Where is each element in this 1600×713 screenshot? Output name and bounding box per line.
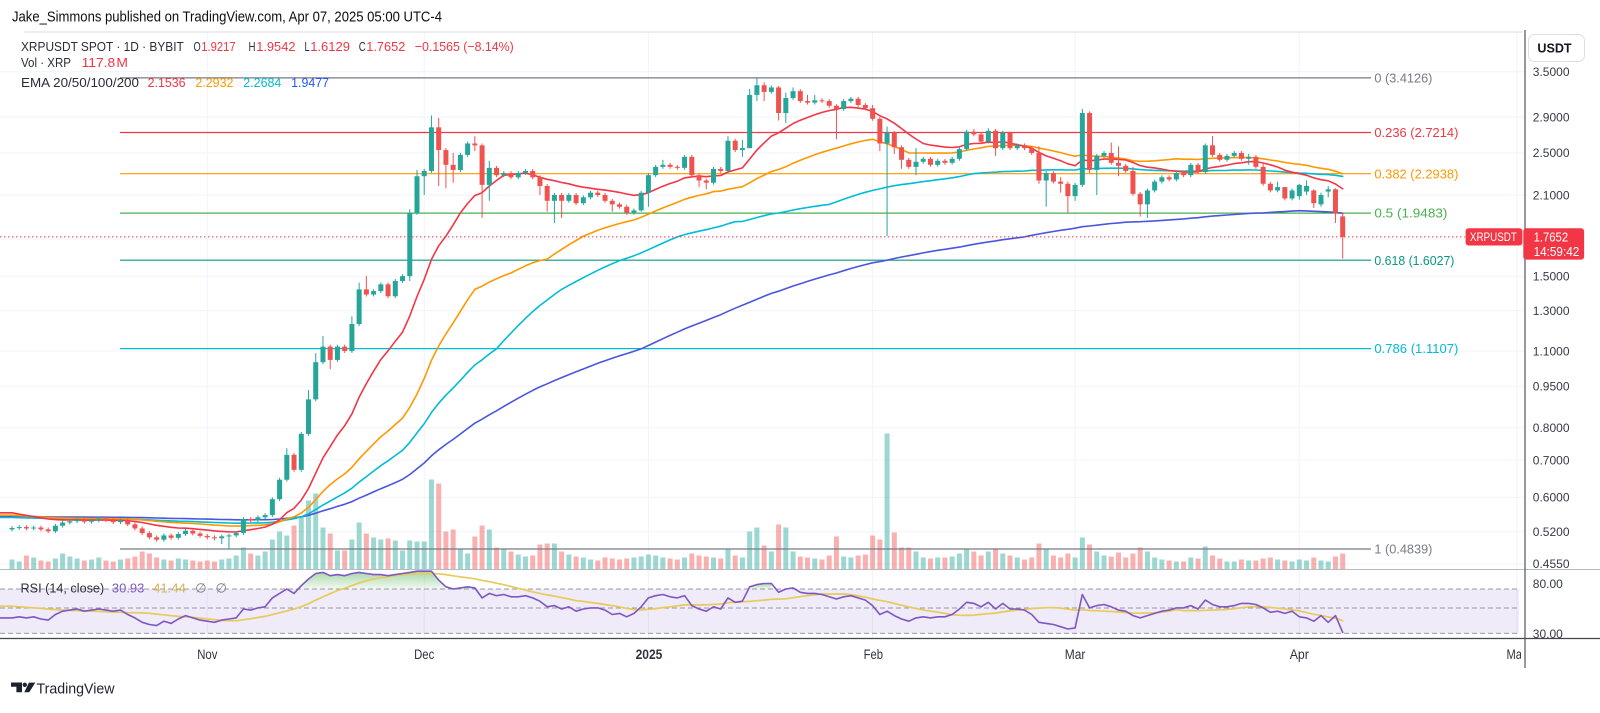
svg-text:Mar: Mar xyxy=(1065,647,1086,662)
svg-text:−0.1565 (−8.14%): −0.1565 (−8.14%) xyxy=(415,39,514,54)
svg-text:RSI (14, close): RSI (14, close) xyxy=(21,581,105,596)
svg-text:O: O xyxy=(194,39,201,54)
svg-text:May: May xyxy=(1507,647,1528,662)
svg-text:0 (3.4126): 0 (3.4126) xyxy=(1374,71,1432,86)
svg-text:2.2684: 2.2684 xyxy=(243,75,281,90)
svg-text:80.00: 80.00 xyxy=(1533,577,1563,591)
svg-text:2.5000: 2.5000 xyxy=(1533,146,1570,160)
svg-text:∅: ∅ xyxy=(216,581,227,596)
svg-text:1 (0.4839): 1 (0.4839) xyxy=(1374,542,1432,557)
svg-text:41.44: 41.44 xyxy=(153,581,186,596)
svg-text:TradingView: TradingView xyxy=(37,681,116,697)
svg-text:∅: ∅ xyxy=(195,581,206,596)
svg-text:1.1000: 1.1000 xyxy=(1533,344,1570,358)
svg-text:EMA 20/50/100/200: EMA 20/50/100/200 xyxy=(21,75,139,90)
svg-text:30.93: 30.93 xyxy=(112,581,144,596)
svg-text:1.5000: 1.5000 xyxy=(1533,270,1570,284)
svg-text:117.8 M: 117.8 M xyxy=(82,55,128,70)
svg-text:3.5000: 3.5000 xyxy=(1533,65,1570,79)
svg-text:1.6129: 1.6129 xyxy=(310,39,350,54)
svg-text:2.1000: 2.1000 xyxy=(1533,188,1570,202)
svg-text:L: L xyxy=(305,39,310,54)
svg-text:1.3000: 1.3000 xyxy=(1533,304,1570,318)
svg-text:1.9477: 1.9477 xyxy=(291,75,329,90)
svg-text:30.00: 30.00 xyxy=(1533,627,1563,641)
svg-text:2025: 2025 xyxy=(636,647,663,662)
svg-text:2.1536: 2.1536 xyxy=(148,75,186,90)
svg-text:Apr: Apr xyxy=(1290,647,1310,662)
svg-text:0.236 (2.7214): 0.236 (2.7214) xyxy=(1374,125,1458,140)
svg-text:2.9000: 2.9000 xyxy=(1533,110,1570,124)
svg-text:0.382 (2.2938): 0.382 (2.2938) xyxy=(1374,166,1458,181)
svg-text:1.9217: 1.9217 xyxy=(201,39,235,54)
svg-text:H: H xyxy=(249,39,256,54)
svg-text:Dec: Dec xyxy=(414,647,434,662)
svg-text:0.6000: 0.6000 xyxy=(1533,491,1570,505)
svg-text:0.8000: 0.8000 xyxy=(1533,421,1570,435)
svg-text:0.5200: 0.5200 xyxy=(1533,525,1570,539)
svg-text:XRPUSDT: XRPUSDT xyxy=(1470,232,1517,244)
svg-text:0.9500: 0.9500 xyxy=(1533,380,1570,394)
svg-text:C: C xyxy=(359,39,366,54)
svg-text:XRPUSDT SPOT · 1D · BYBIT: XRPUSDT SPOT · 1D · BYBIT xyxy=(21,39,184,54)
svg-text:0.4550: 0.4550 xyxy=(1533,557,1570,571)
svg-text:Nov: Nov xyxy=(197,647,217,662)
svg-text:USDT: USDT xyxy=(1537,41,1572,55)
svg-text:1.7652: 1.7652 xyxy=(1534,231,1569,245)
svg-text:0.7000: 0.7000 xyxy=(1533,453,1570,467)
svg-text:Jake_Simmons published on Trad: Jake_Simmons published on TradingView.co… xyxy=(12,9,442,26)
svg-text:Feb: Feb xyxy=(864,647,883,662)
svg-text:0.786 (1.1107): 0.786 (1.1107) xyxy=(1374,341,1458,356)
svg-text:1.7652: 1.7652 xyxy=(366,39,405,54)
svg-text:0.5 (1.9483): 0.5 (1.9483) xyxy=(1374,206,1447,221)
svg-text:2.2932: 2.2932 xyxy=(195,75,233,90)
svg-text:0.618 (1.6027): 0.618 (1.6027) xyxy=(1374,253,1454,268)
svg-text:1.9542: 1.9542 xyxy=(256,39,295,54)
svg-text:14:59:42: 14:59:42 xyxy=(1534,245,1580,259)
svg-text:Vol · XRP: Vol · XRP xyxy=(21,55,71,70)
